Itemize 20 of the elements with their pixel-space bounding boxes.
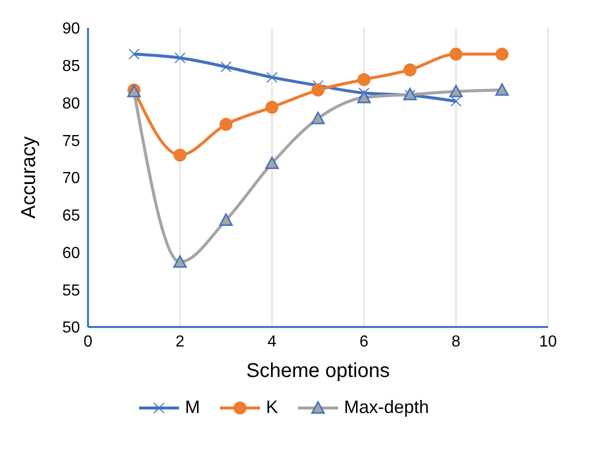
y-tick-label: 50 bbox=[62, 320, 80, 337]
y-axis-title: Accuracy bbox=[18, 136, 40, 219]
x-tick-label: 8 bbox=[452, 333, 461, 350]
y-tick-label: 55 bbox=[62, 282, 80, 300]
y-tick-label: 75 bbox=[62, 132, 80, 150]
x-tick-label: 6 bbox=[360, 333, 369, 350]
x-tick-label: 4 bbox=[268, 333, 277, 350]
x-tick-label: 2 bbox=[176, 333, 185, 350]
y-tick-label: 90 bbox=[62, 20, 80, 38]
x-tick-label: 10 bbox=[539, 333, 557, 350]
x-tick-label: 0 bbox=[84, 333, 93, 350]
legend-label: K bbox=[264, 397, 278, 418]
y-tick-label: 60 bbox=[62, 244, 80, 262]
y-tick-label: 80 bbox=[62, 95, 80, 112]
legend-label: M bbox=[184, 397, 200, 418]
x-axis-title: Scheme options bbox=[246, 360, 390, 382]
y-tick-label: 65 bbox=[62, 208, 80, 225]
y-tick-label: 85 bbox=[62, 58, 80, 76]
y-tick-label: 70 bbox=[62, 170, 80, 188]
legend-label: Max-depth bbox=[342, 397, 430, 418]
